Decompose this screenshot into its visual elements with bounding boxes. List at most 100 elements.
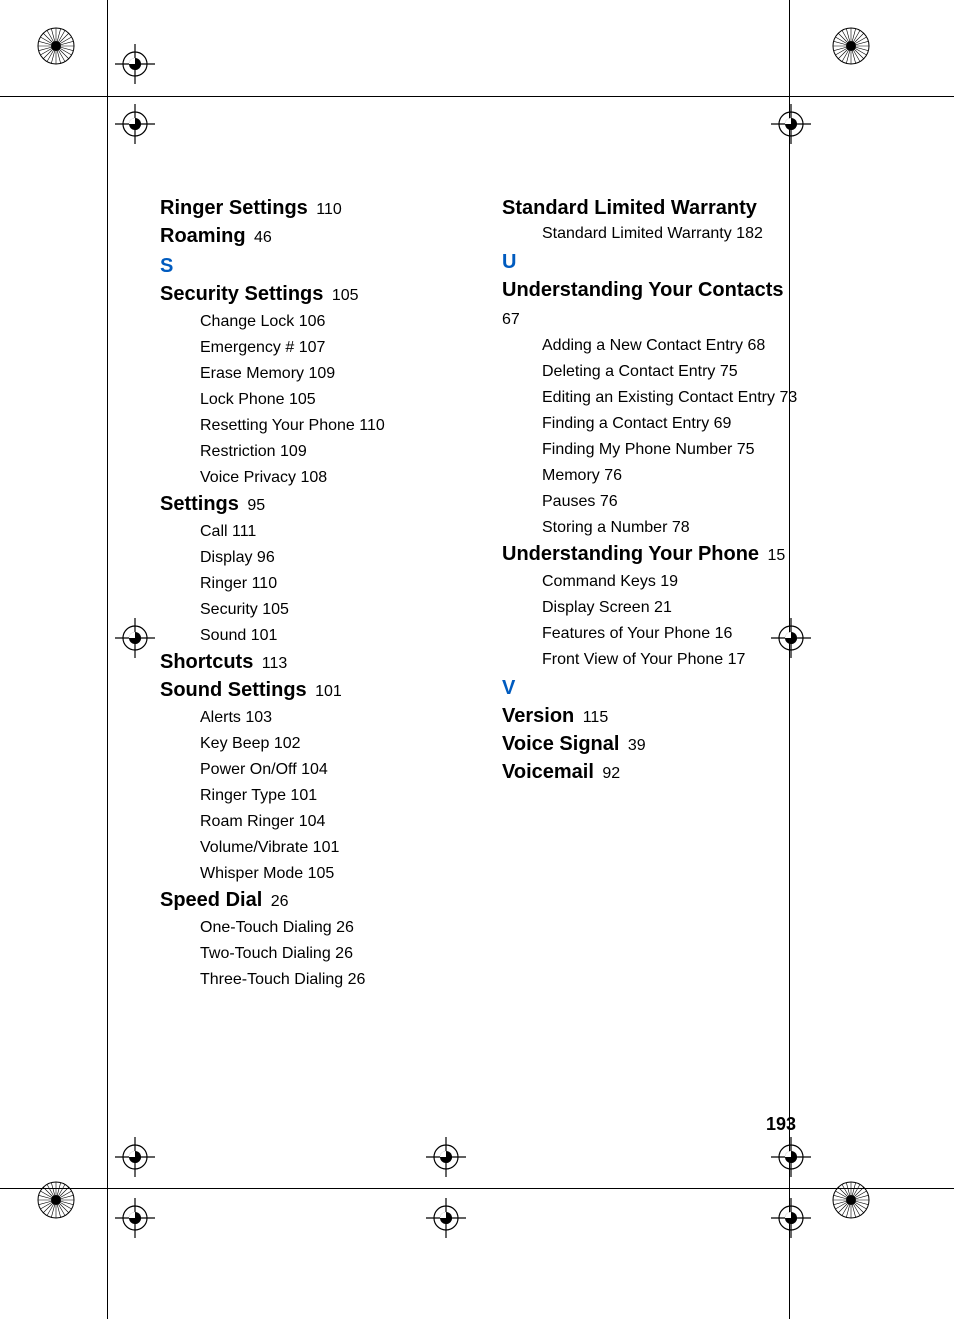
index-subentry-page: 19 bbox=[656, 573, 678, 590]
globe-mark-icon bbox=[829, 1178, 869, 1218]
index-subentry: Sound 101 bbox=[200, 623, 458, 649]
index-subentry: Whisper Mode 105 bbox=[200, 861, 458, 887]
index-subentry-page: 108 bbox=[296, 469, 327, 486]
index-subentry-page: 75 bbox=[732, 441, 754, 458]
globe-mark-icon bbox=[829, 24, 869, 64]
index-heading: Voice Signal 39 bbox=[502, 731, 800, 759]
index-subentry: Editing an Existing Contact Entry 73 bbox=[542, 385, 800, 411]
index-subentry-label: Erase Memory bbox=[200, 365, 304, 382]
index-heading-label: Shortcuts bbox=[160, 651, 253, 673]
index-subentry: Emergency # 107 bbox=[200, 335, 458, 361]
index-subentry-label: Ringer bbox=[200, 575, 247, 592]
index-subentry-page: 182 bbox=[732, 225, 763, 242]
index-subentry-label: Command Keys bbox=[542, 573, 656, 590]
index-subentry: Restriction 109 bbox=[200, 439, 458, 465]
index-subentry: Front View of Your Phone 17 bbox=[542, 647, 800, 673]
index-heading-page: 113 bbox=[257, 655, 287, 672]
index-heading-label: Understanding Your Contacts bbox=[502, 279, 784, 301]
index-column-right: Standard Limited WarrantyStandard Limite… bbox=[502, 195, 800, 993]
index-subentry-label: Alerts bbox=[200, 709, 241, 726]
index-subentry: Power On/Off 104 bbox=[200, 757, 458, 783]
index-subentry-label: One-Touch Dialing bbox=[200, 919, 332, 936]
index-subentry-label: Three-Touch Dialing bbox=[200, 971, 343, 988]
index-subentry-label: Whisper Mode bbox=[200, 865, 303, 882]
index-subentry-label: Voice Privacy bbox=[200, 469, 296, 486]
globe-mark-icon bbox=[34, 24, 74, 64]
index-heading-label: Speed Dial bbox=[160, 889, 262, 911]
index-subentry-page: 101 bbox=[286, 787, 317, 804]
index-subentry: Command Keys 19 bbox=[542, 569, 800, 595]
index-heading-page: 46 bbox=[250, 229, 272, 246]
index-heading-label: Understanding Your Phone bbox=[502, 543, 759, 565]
index-heading: Version 115 bbox=[502, 703, 800, 731]
index-subentry-page: 26 bbox=[343, 971, 365, 988]
index-subentry: Resetting Your Phone 110 bbox=[200, 413, 458, 439]
index-heading-label: Version bbox=[502, 705, 574, 727]
index-subentry-page: 107 bbox=[294, 339, 325, 356]
index-subentry-page: 16 bbox=[710, 625, 732, 642]
index-heading: Voicemail 92 bbox=[502, 759, 800, 787]
index-heading-page: 95 bbox=[243, 497, 265, 514]
index-subentry-label: Display Screen bbox=[542, 599, 650, 616]
index-subentry-label: Editing an Existing Contact Entry bbox=[542, 389, 775, 406]
index-subentry-page: 105 bbox=[285, 391, 316, 408]
index-heading: Understanding Your Phone 15 bbox=[502, 541, 800, 569]
index-subentry-page: 104 bbox=[294, 813, 325, 830]
index-subentry: Two-Touch Dialing 26 bbox=[200, 941, 458, 967]
index-column-left: Ringer Settings 110Roaming 46SSecurity S… bbox=[160, 195, 458, 993]
index-subentry-label: Restriction bbox=[200, 443, 276, 460]
index-heading-label: Sound Settings bbox=[160, 679, 307, 701]
index-subentry-page: 76 bbox=[600, 467, 622, 484]
index-subentry-label: Finding My Phone Number bbox=[542, 441, 732, 458]
index-subentry: Finding a Contact Entry 69 bbox=[542, 411, 800, 437]
index-subentry: Call 111 bbox=[200, 519, 458, 545]
crosshair-icon bbox=[115, 1137, 155, 1177]
index-heading-label: Voice Signal bbox=[502, 733, 619, 755]
crosshair-icon bbox=[771, 1198, 811, 1238]
index-subentry-page: 68 bbox=[743, 337, 765, 354]
index-subentry-label: Front View of Your Phone bbox=[542, 651, 723, 668]
index-heading-page: 26 bbox=[266, 893, 288, 910]
crosshair-icon bbox=[115, 1198, 155, 1238]
index-subentry-page: 111 bbox=[228, 523, 257, 540]
index-subentry: Lock Phone 105 bbox=[200, 387, 458, 413]
index-subentry: Key Beep 102 bbox=[200, 731, 458, 757]
index-subentry-label: Two-Touch Dialing bbox=[200, 945, 331, 962]
index-subentry-page: 69 bbox=[709, 415, 731, 432]
index-letter: U bbox=[502, 249, 800, 275]
index-subentry-label: Pauses bbox=[542, 493, 595, 510]
index-subentry: Adding a New Contact Entry 68 bbox=[542, 333, 800, 359]
index-subentry-page: 96 bbox=[252, 549, 274, 566]
index-heading-page: 115 bbox=[578, 709, 608, 726]
crosshair-icon bbox=[115, 44, 155, 84]
index-subentry-label: Ringer Type bbox=[200, 787, 286, 804]
index-subentry: Memory 76 bbox=[542, 463, 800, 489]
index-subentry-page: 78 bbox=[667, 519, 689, 536]
index-letter: V bbox=[502, 675, 800, 701]
index-subentry-page: 105 bbox=[258, 601, 289, 618]
index-heading-label: Voicemail bbox=[502, 761, 594, 783]
index-subentry-label: Adding a New Contact Entry bbox=[542, 337, 743, 354]
index-subentry-page: 101 bbox=[308, 839, 339, 856]
index-subentry-page: 103 bbox=[241, 709, 272, 726]
index-subentry: Deleting a Contact Entry 75 bbox=[542, 359, 800, 385]
index-subentry-page: 17 bbox=[723, 651, 745, 668]
index-subentry: Volume/Vibrate 101 bbox=[200, 835, 458, 861]
crosshair-icon bbox=[426, 1137, 466, 1177]
index-heading: Sound Settings 101 bbox=[160, 677, 458, 705]
index-heading: Understanding Your Contacts 67 bbox=[502, 277, 800, 333]
index-heading: Roaming 46 bbox=[160, 223, 458, 251]
index-heading-page: 110 bbox=[312, 201, 342, 218]
index-subentry-label: Features of Your Phone bbox=[542, 625, 710, 642]
index-subentry: Three-Touch Dialing 26 bbox=[200, 967, 458, 993]
index-subentry-label: Resetting Your Phone bbox=[200, 417, 355, 434]
index-subentry-page: 105 bbox=[303, 865, 334, 882]
index-subentry-label: Deleting a Contact Entry bbox=[542, 363, 715, 380]
index-subentry-label: Standard Limited Warranty bbox=[542, 225, 732, 242]
index-subentry: Alerts 103 bbox=[200, 705, 458, 731]
index-heading: Ringer Settings 110 bbox=[160, 195, 458, 223]
crosshair-icon bbox=[115, 104, 155, 144]
index-subentry: One-Touch Dialing 26 bbox=[200, 915, 458, 941]
index-subentry: Storing a Number 78 bbox=[542, 515, 800, 541]
page-number: 193 bbox=[766, 1114, 796, 1135]
